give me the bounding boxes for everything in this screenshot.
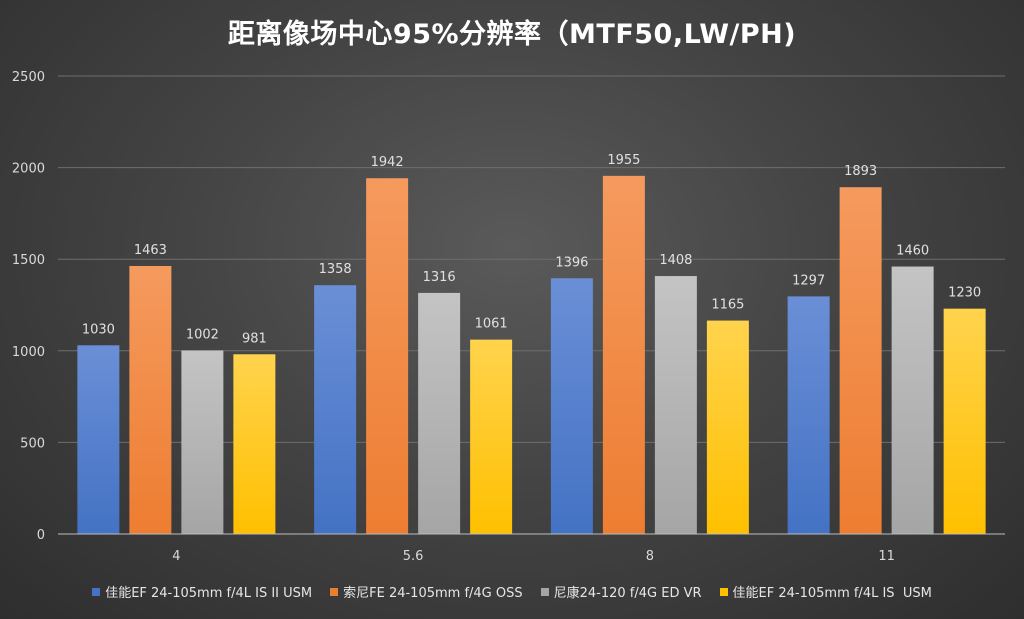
x-tick-label: 8	[646, 549, 654, 564]
axes: 0 500 1000 1500 2000 2500 4 5.6 8 11	[12, 70, 1005, 564]
bar	[891, 266, 934, 534]
legend-swatch	[719, 587, 728, 596]
data-label: 1396	[555, 255, 588, 270]
x-tick-label: 5.6	[403, 549, 424, 564]
data-label: 1165	[711, 298, 744, 313]
legend-label: 尼康24-120 f/4G ED VR	[553, 586, 702, 601]
y-tick-label: 500	[20, 436, 45, 451]
data-label: 1297	[792, 273, 825, 288]
legend-label: 佳能EF 24-105mm f/4L IS USM	[732, 586, 932, 601]
data-label: 1358	[319, 262, 352, 277]
data-label: 981	[242, 331, 267, 346]
data-labels: 1030 1463 1002 981 1358 1942 1316 1061 1396 1955 1…	[82, 153, 981, 346]
y-tick-label: 2500	[12, 70, 45, 85]
data-label: 1002	[186, 327, 219, 342]
bar	[418, 292, 461, 534]
legend: 佳能EF 24-105mm f/4L IS II USM 索尼FE 24-105m…	[0, 582, 1024, 601]
bar	[602, 175, 645, 534]
data-label: 1061	[475, 317, 508, 332]
bar	[787, 296, 830, 534]
legend-swatch	[92, 587, 101, 596]
data-label: 1230	[948, 286, 981, 301]
x-tick-label: 4	[172, 549, 180, 564]
bar	[233, 354, 276, 534]
bar	[706, 320, 749, 534]
y-tick-label: 0	[37, 528, 45, 543]
bar	[550, 278, 593, 534]
bar	[314, 285, 357, 534]
bar	[181, 350, 224, 534]
bar	[654, 276, 697, 534]
legend-label: 佳能EF 24-105mm f/4L IS II USM	[105, 586, 313, 601]
bar	[129, 265, 172, 534]
legend-item: 尼康24-120 f/4G ED VR	[540, 582, 702, 601]
data-label: 1460	[896, 244, 929, 259]
legend-item: 索尼FE 24-105mm f/4G OSS	[330, 582, 523, 601]
data-label: 1955	[607, 153, 640, 168]
y-tick-label: 1500	[12, 253, 45, 268]
legend-swatch	[540, 587, 549, 596]
x-tick-label: 11	[878, 549, 895, 564]
bar	[943, 308, 986, 534]
y-tick-label: 2000	[12, 162, 45, 177]
data-label: 1942	[371, 155, 404, 170]
legend-item: 佳能EF 24-105mm f/4L IS II USM	[92, 582, 312, 601]
data-label: 1408	[659, 253, 692, 268]
data-label: 1463	[134, 243, 167, 258]
legend-item: 佳能EF 24-105mm f/4L IS USM	[719, 582, 932, 601]
data-label: 1893	[844, 164, 877, 179]
bar	[839, 187, 882, 534]
bar	[470, 339, 513, 534]
bar	[77, 345, 120, 534]
bars	[77, 175, 986, 535]
legend-label: 索尼FE 24-105mm f/4G OSS	[343, 586, 523, 601]
bar	[366, 178, 409, 535]
chart-title: 距离像场中心95%分辨率（MTF50,LW/PH)	[227, 19, 797, 50]
data-label: 1030	[82, 322, 115, 337]
data-label: 1316	[423, 270, 456, 285]
y-tick-label: 1000	[12, 345, 45, 360]
legend-swatch	[330, 587, 339, 596]
